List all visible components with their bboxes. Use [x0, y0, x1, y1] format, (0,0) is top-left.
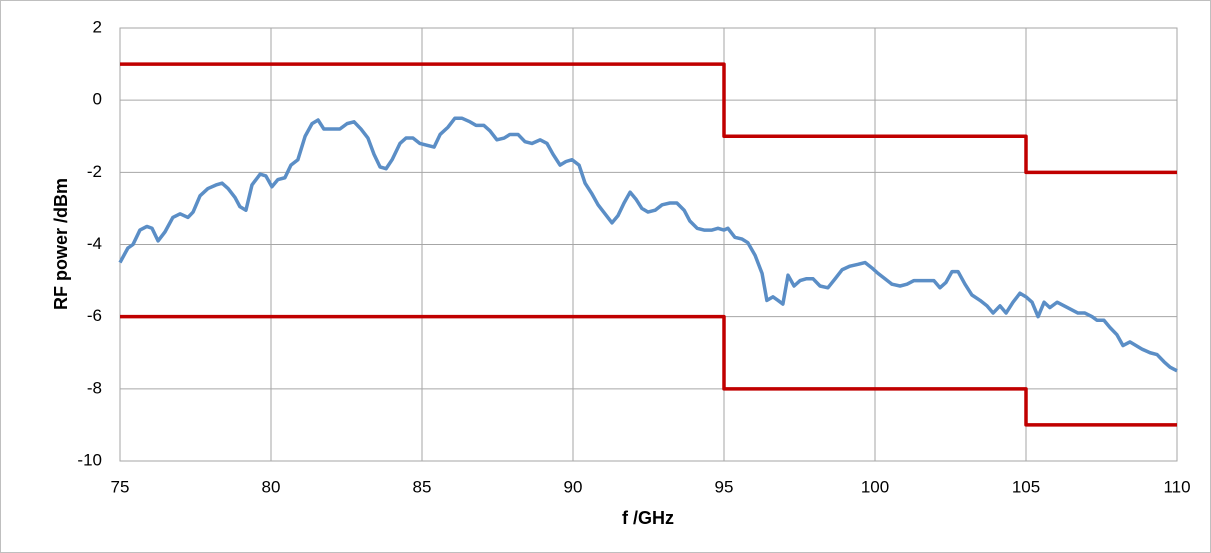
series-line	[120, 314, 1177, 427]
x-tick-label: 95	[715, 477, 734, 496]
plot-area	[119, 27, 1178, 462]
y-tick-label: -8	[87, 378, 102, 397]
y-tick-label: 0	[93, 90, 102, 109]
y-tick-label: -4	[87, 234, 102, 253]
x-tick-label: 105	[1012, 477, 1040, 496]
series-line	[120, 62, 1177, 175]
marks	[118, 62, 1178, 427]
x-tick-label: 85	[413, 477, 432, 496]
y-tick-label: 2	[93, 17, 102, 36]
y-axis-title: RF power /dBm	[51, 178, 71, 310]
x-tick-label: 110	[1163, 477, 1190, 496]
x-tick-label: 100	[861, 477, 889, 496]
y-tick-label: -2	[87, 162, 102, 181]
x-tick-label: 90	[564, 477, 583, 496]
y-tick-label: -10	[77, 450, 102, 469]
y-tick-label: -6	[87, 306, 102, 325]
series-line	[118, 116, 1178, 373]
x-tick-label: 80	[262, 477, 281, 496]
x-tick-label: 75	[111, 477, 130, 496]
x-axis-title: f /GHz	[622, 508, 674, 528]
